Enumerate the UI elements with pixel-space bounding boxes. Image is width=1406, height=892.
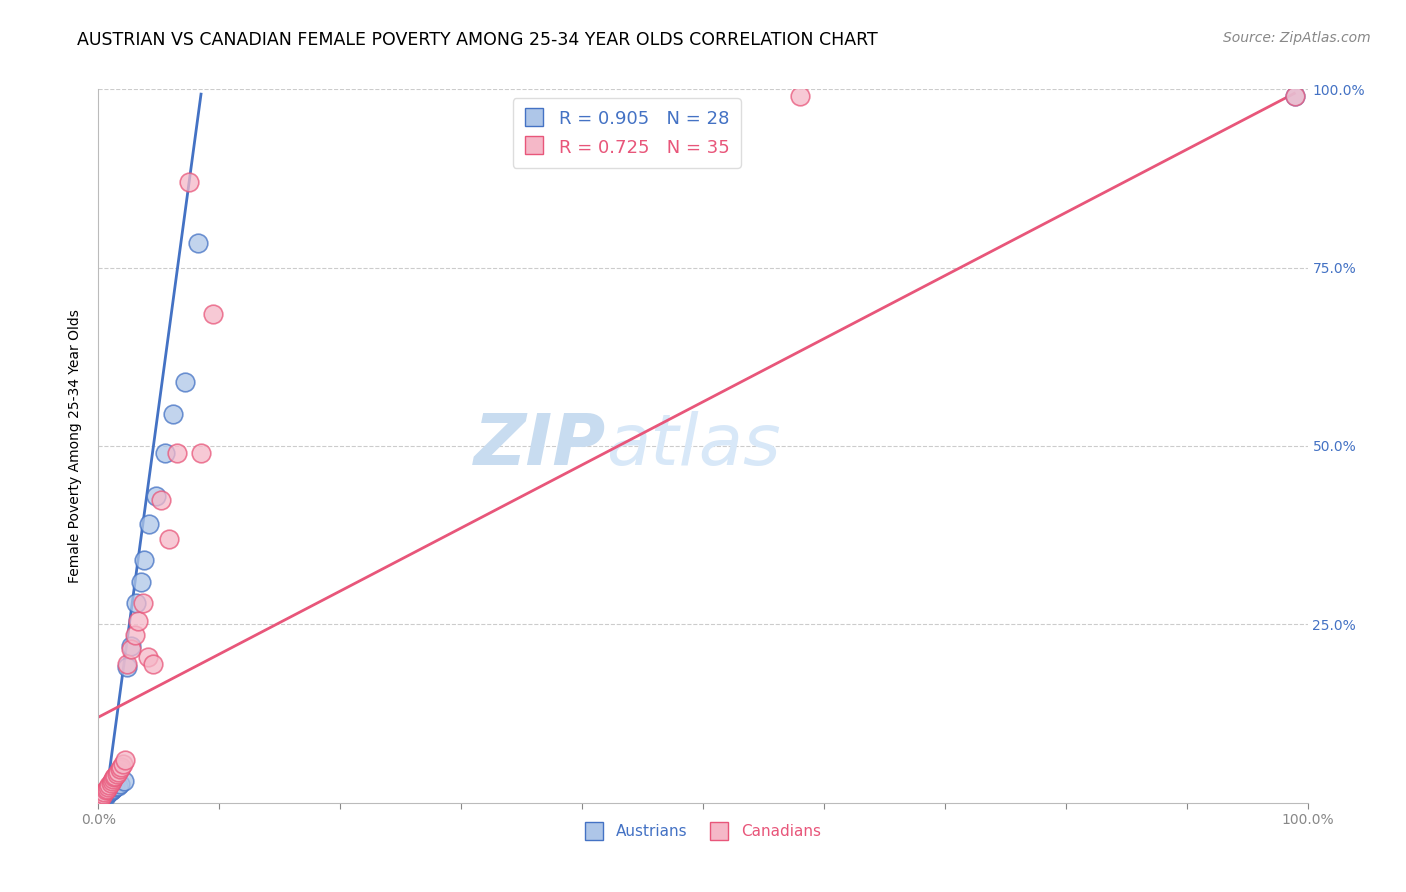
Point — [166, 446, 188, 460]
Point — [187, 235, 209, 250]
Point — [134, 553, 156, 567]
Text: AUSTRIAN VS CANADIAN FEMALE POVERTY AMONG 25-34 YEAR OLDS CORRELATION CHART: AUSTRIAN VS CANADIAN FEMALE POVERTY AMON… — [77, 31, 879, 49]
Point — [93, 785, 115, 799]
Point — [94, 789, 117, 803]
Point — [93, 789, 115, 804]
Point — [100, 783, 122, 797]
Point — [104, 769, 127, 783]
Point — [190, 446, 212, 460]
Y-axis label: Female Poverty Among 25-34 Year Olds: Female Poverty Among 25-34 Year Olds — [69, 309, 83, 583]
Point — [138, 517, 160, 532]
Point — [91, 790, 114, 805]
Point — [174, 375, 197, 389]
Point — [96, 781, 118, 796]
Point — [110, 760, 132, 774]
Legend: Austrians, Canadians: Austrians, Canadians — [579, 818, 827, 845]
Text: atlas: atlas — [606, 411, 780, 481]
Point — [103, 770, 125, 784]
Point — [91, 787, 114, 801]
Text: Source: ZipAtlas.com: Source: ZipAtlas.com — [1223, 31, 1371, 45]
Point — [98, 785, 121, 799]
Point — [100, 774, 122, 789]
Point — [162, 407, 184, 421]
Point — [97, 786, 120, 800]
Point — [90, 791, 112, 805]
Point — [91, 790, 114, 805]
Point — [120, 642, 142, 657]
Point — [96, 787, 118, 801]
Point — [117, 660, 139, 674]
Point — [132, 596, 155, 610]
Point — [107, 779, 129, 793]
Point — [129, 574, 152, 589]
Point — [789, 89, 811, 103]
Point — [89, 792, 111, 806]
Point — [97, 780, 120, 794]
Point — [1284, 89, 1306, 103]
Point — [90, 790, 112, 805]
Point — [101, 781, 124, 796]
Point — [120, 639, 142, 653]
Point — [125, 596, 148, 610]
Point — [94, 783, 117, 797]
Point — [142, 657, 165, 671]
Point — [1284, 89, 1306, 103]
Point — [157, 532, 180, 546]
Point — [101, 772, 124, 787]
Point — [111, 756, 134, 771]
Point — [108, 762, 131, 776]
Point — [98, 778, 121, 792]
Point — [107, 765, 129, 780]
Point — [150, 492, 173, 507]
Point — [202, 307, 225, 321]
Point — [136, 649, 159, 664]
Point — [100, 784, 122, 798]
Point — [179, 175, 201, 189]
Point — [104, 780, 127, 794]
Text: ZIP: ZIP — [474, 411, 606, 481]
Point — [117, 657, 139, 671]
Point — [112, 774, 135, 789]
Point — [153, 446, 176, 460]
Point — [124, 628, 146, 642]
Point — [100, 776, 122, 790]
Point — [108, 777, 131, 791]
Point — [127, 614, 149, 628]
Point — [91, 789, 114, 803]
Point — [89, 792, 111, 806]
Point — [114, 753, 136, 767]
Point — [105, 767, 128, 781]
Point — [145, 489, 167, 503]
